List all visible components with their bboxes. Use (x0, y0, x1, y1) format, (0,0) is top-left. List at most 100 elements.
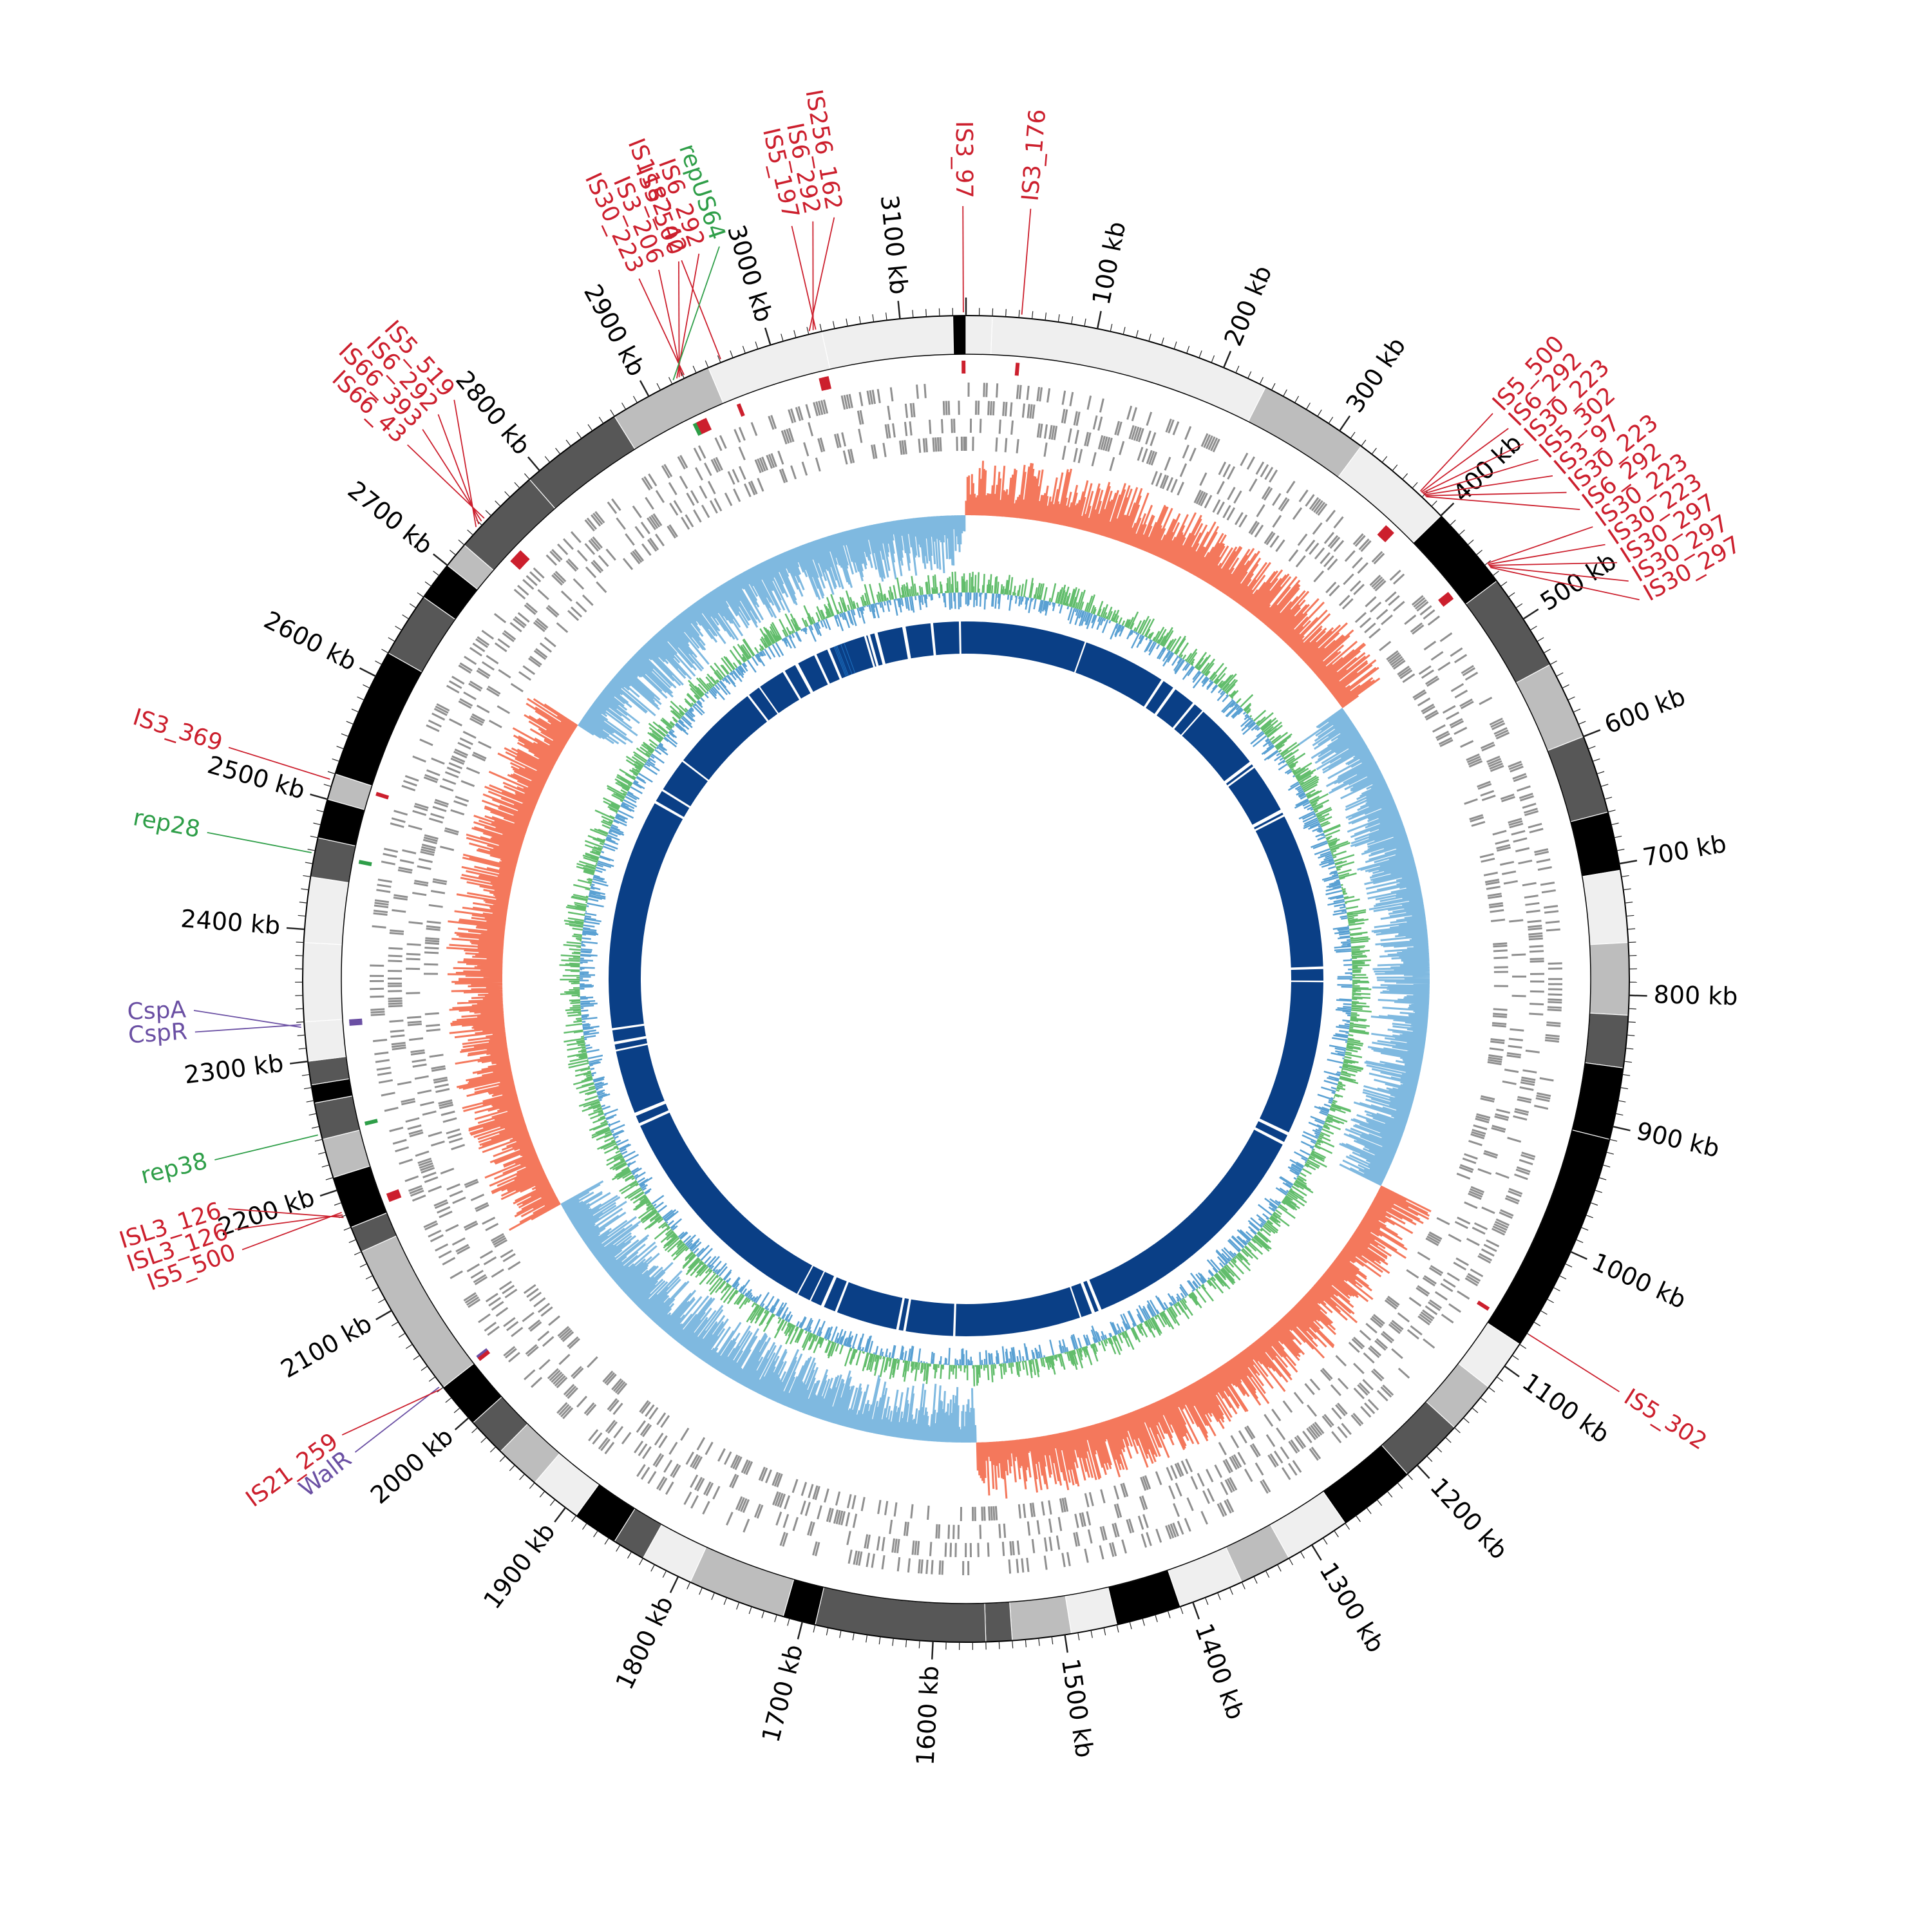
karyotype-band (1486, 1129, 1611, 1345)
minor-tick (1217, 1592, 1221, 1600)
minor-tick (1142, 1618, 1145, 1626)
karyotype-band (529, 415, 636, 509)
minor-tick (308, 1113, 317, 1116)
minor-tick (1480, 1397, 1487, 1403)
minor-tick (495, 500, 501, 507)
feature-leader-line (681, 260, 721, 360)
feature-leader-line (1419, 413, 1493, 492)
scale-label: 3000 kb (722, 222, 779, 325)
minor-tick (1602, 1164, 1611, 1168)
scale-label: 900 kb (1634, 1117, 1722, 1163)
feature-marker (358, 860, 372, 866)
minor-tick (593, 1530, 598, 1538)
scale-label: 800 kb (1653, 980, 1738, 1010)
minor-tick (787, 1618, 790, 1626)
minor-tick (918, 1640, 920, 1649)
karyotype-band (303, 876, 350, 945)
major-tick (1064, 1634, 1068, 1653)
minor-tick (1381, 456, 1388, 463)
feature-leader-line (672, 246, 720, 381)
feature-marker (696, 421, 705, 435)
scale-label: 2900 kb (578, 279, 651, 381)
minor-tick (428, 1376, 436, 1382)
scale-tick-ring (286, 298, 1647, 1660)
feature-leader-line (193, 1010, 301, 1028)
minor-tick (1627, 1034, 1635, 1036)
minor-tick (650, 1564, 655, 1572)
minor-tick (301, 1074, 310, 1076)
karyotype-band (965, 315, 993, 355)
scale-label: 2800 kb (450, 365, 536, 460)
core-ring-gap (758, 685, 780, 715)
minor-tick (1543, 649, 1551, 654)
minor-tick (1616, 849, 1625, 851)
minor-tick (1198, 350, 1202, 358)
minor-tick (1387, 1491, 1393, 1498)
minor-tick (296, 942, 304, 943)
major-tick (1570, 1251, 1587, 1260)
major-tick (1222, 350, 1232, 368)
minor-tick (705, 360, 709, 368)
minor-tick (1334, 1530, 1339, 1538)
scale-label: 700 kb (1641, 829, 1728, 872)
major-tick (1583, 729, 1601, 737)
core-ring-gap (1171, 701, 1196, 730)
feature-marker (477, 1350, 491, 1361)
feature-leader-line (194, 1024, 301, 1033)
minor-tick (1084, 318, 1086, 327)
major-tick (669, 1576, 679, 1593)
minor-tick (1392, 464, 1398, 471)
minor-tick (336, 746, 345, 750)
karyotype-band (1515, 664, 1584, 752)
minor-tick (445, 1397, 452, 1403)
feature-leader-line (234, 1214, 343, 1230)
minor-tick (1180, 1606, 1184, 1615)
core-ring-gap (1143, 678, 1164, 709)
minor-tick (310, 835, 318, 838)
minor-tick (409, 603, 417, 609)
gc-content-above (559, 571, 1372, 1387)
minor-tick (323, 784, 332, 787)
feature-marker (824, 376, 832, 390)
minor-tick (1350, 431, 1356, 439)
feature-leader-line (1490, 567, 1640, 601)
minor-tick (341, 733, 349, 737)
feature-leader-line (354, 1387, 440, 1453)
minor-tick (471, 1427, 478, 1434)
gc-skew-negative (560, 515, 1430, 1443)
minor-tick (1103, 1627, 1106, 1636)
minor-tick (297, 1034, 305, 1036)
major-tick (286, 927, 305, 931)
feature-marker (819, 377, 826, 392)
core-ring-gap (820, 1274, 838, 1309)
core-ring-gap (746, 694, 770, 723)
scale-label: 1600 kb (911, 1665, 945, 1766)
minor-tick (668, 377, 673, 384)
scale-label: 2500 kb (205, 750, 308, 804)
core-ring-gap (1180, 710, 1204, 737)
scale-label: 2100 kb (276, 1309, 377, 1384)
feature-leader-line (228, 746, 330, 780)
minor-tick (1450, 520, 1456, 526)
feature-leader-line (1529, 1334, 1620, 1392)
feature-leader-line (1486, 526, 1593, 564)
minor-tick (692, 365, 697, 374)
core-ring-gap (874, 631, 886, 666)
minor-tick (1623, 888, 1631, 891)
core-ring-gap (834, 1280, 849, 1314)
major-tick (319, 1189, 338, 1197)
major-tick (359, 667, 377, 677)
major-tick (1192, 1602, 1200, 1620)
core-ring-accent (836, 645, 849, 676)
minor-tick (524, 473, 530, 480)
minor-tick (1253, 1576, 1258, 1584)
karyotype-band (361, 1235, 475, 1388)
minor-tick (1012, 1640, 1014, 1649)
minor-tick (582, 1522, 587, 1530)
core-ring-gap (809, 1270, 826, 1302)
major-tick (1522, 608, 1539, 620)
minor-tick (1361, 439, 1367, 447)
core-genome-ring (608, 620, 1325, 1338)
minor-tick (742, 346, 746, 354)
